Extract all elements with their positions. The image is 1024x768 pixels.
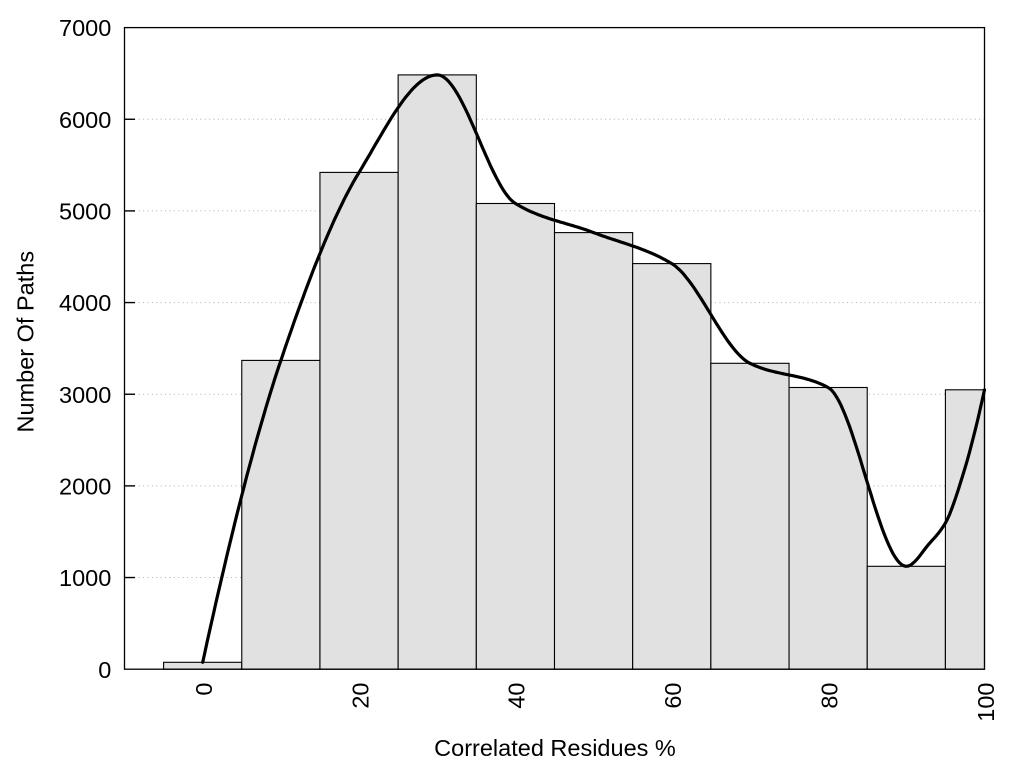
svg-text:0: 0 [98,657,111,683]
svg-text:60: 60 [660,683,686,709]
svg-text:3000: 3000 [59,382,111,408]
svg-text:1000: 1000 [59,565,111,591]
svg-text:5000: 5000 [59,198,111,224]
svg-text:4000: 4000 [59,290,111,316]
svg-text:2000: 2000 [59,473,111,499]
svg-text:Correlated Residues %: Correlated Residues % [434,735,676,761]
svg-text:100: 100 [973,683,999,722]
svg-text:20: 20 [347,683,373,709]
svg-text:0: 0 [191,683,217,696]
svg-text:80: 80 [816,683,842,709]
svg-text:Number Of Paths: Number Of Paths [13,251,39,433]
svg-text:40: 40 [504,683,530,709]
svg-text:6000: 6000 [59,107,111,133]
svg-text:7000: 7000 [59,15,111,41]
